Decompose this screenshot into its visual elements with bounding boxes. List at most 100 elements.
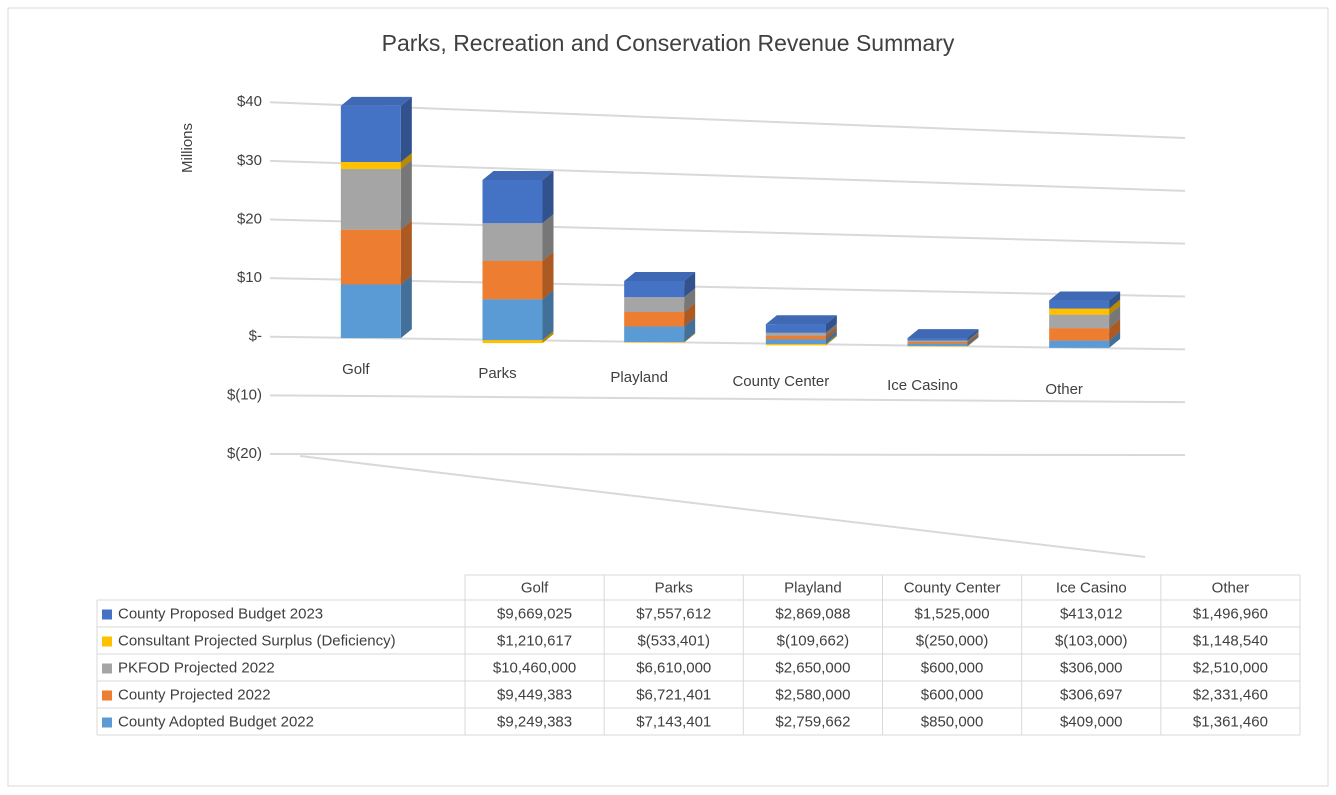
table-header: Golf	[521, 579, 549, 596]
bar-side	[825, 330, 837, 344]
bar	[624, 326, 685, 343]
bar	[482, 180, 543, 224]
bar-side	[542, 331, 554, 344]
y-tick-label: $30	[237, 152, 262, 169]
table-header: Ice Casino	[1056, 579, 1127, 596]
bar-side	[1109, 299, 1121, 315]
bar-side	[967, 336, 979, 347]
chart-title: Parks, Recreation and Conservation Reven…	[382, 30, 955, 56]
bar-side	[825, 326, 837, 340]
table-cell: $1,525,000	[915, 605, 990, 622]
bar	[765, 339, 826, 344]
table-cell: $306,000	[1060, 659, 1123, 676]
table-cell: $(109,662)	[777, 632, 850, 649]
bar-side	[1109, 331, 1121, 348]
legend-label: Consultant Projected Surplus (Deficiency…	[118, 632, 396, 649]
legend-label: County Projected 2022	[118, 686, 271, 703]
table-cell: $2,759,662	[775, 713, 850, 730]
table-cell: $9,249,383	[497, 713, 572, 730]
y-tick-label: $(10)	[227, 386, 262, 403]
bar-side	[967, 329, 979, 341]
y-tick-label: $-	[249, 328, 262, 345]
bar-side	[825, 323, 837, 336]
bar-side	[967, 334, 979, 346]
bar	[907, 338, 968, 341]
bar-side	[684, 317, 696, 343]
chart-frame	[7, 7, 1329, 787]
table-cell: $1,361,460	[1193, 713, 1268, 730]
bar-side	[542, 290, 554, 341]
bar-side	[967, 331, 979, 343]
table-cell: $6,721,401	[636, 686, 711, 703]
bar	[482, 223, 543, 261]
x-tick-label: Ice Casino	[887, 377, 958, 394]
table-cell: $2,650,000	[775, 659, 850, 676]
table-cell: $(533,401)	[637, 632, 710, 649]
bar-top	[765, 315, 837, 325]
grid-line	[269, 335, 1186, 351]
table-cell: $(103,000)	[1055, 632, 1128, 649]
table-header: Other	[1212, 579, 1250, 596]
bar	[765, 332, 826, 336]
bar	[1049, 314, 1110, 329]
bar-side	[684, 271, 696, 298]
bar-side	[542, 171, 554, 224]
table-cell: $2,510,000	[1193, 659, 1268, 676]
x-tick-label: Parks	[478, 365, 516, 382]
table-cell: $600,000	[921, 686, 984, 703]
bar	[340, 105, 401, 163]
table-cell: $2,869,088	[775, 605, 850, 622]
bar-side	[400, 275, 412, 339]
table-cell: $850,000	[921, 713, 984, 730]
table-cell: $600,000	[921, 659, 984, 676]
bar	[624, 280, 685, 298]
bar-top	[1049, 291, 1121, 301]
bar-side	[1109, 305, 1121, 329]
bar	[624, 297, 685, 313]
bar-side	[400, 96, 412, 163]
table-cell: $409,000	[1060, 713, 1123, 730]
legend-swatch	[102, 609, 112, 620]
bar	[907, 342, 968, 344]
bar	[1049, 308, 1110, 315]
bar	[1049, 340, 1110, 348]
bar-side	[967, 333, 979, 344]
y-tick-label: $10	[237, 269, 262, 286]
bar	[624, 312, 685, 327]
grid-line	[269, 101, 1186, 139]
floor-edge	[299, 455, 1146, 558]
bar	[765, 335, 826, 340]
table-cell: $(250,000)	[916, 632, 989, 649]
table-cell: $9,449,383	[497, 686, 572, 703]
y-tick-label: $40	[237, 93, 262, 110]
bar-side	[825, 334, 837, 346]
bar-side	[400, 220, 412, 285]
bar-top	[624, 271, 696, 281]
bar-side	[684, 303, 696, 327]
legend-swatch	[102, 690, 112, 701]
bar-side	[400, 153, 412, 170]
legend-label: PKFOD Projected 2022	[118, 659, 275, 676]
bar	[340, 229, 401, 285]
table-cell: $1,210,617	[497, 632, 572, 649]
bar	[340, 162, 401, 170]
table-cell: $10,460,000	[493, 659, 576, 676]
bar	[340, 284, 401, 339]
grid-line	[269, 159, 1186, 192]
table-header: County Center	[904, 579, 1001, 596]
bar-side	[825, 315, 837, 333]
y-tick-label: $20	[237, 210, 262, 227]
bar-side	[684, 288, 696, 313]
legend-label: County Adopted Budget 2022	[118, 713, 314, 730]
x-tick-label: Other	[1045, 381, 1083, 398]
bar	[1049, 300, 1110, 309]
table-header: Parks	[655, 579, 693, 596]
bar	[907, 343, 968, 346]
bar	[482, 340, 543, 344]
bar-top	[482, 171, 554, 181]
x-tick-label: County Center	[732, 373, 829, 390]
x-tick-label: Golf	[342, 361, 370, 378]
x-tick-label: Playland	[610, 369, 668, 386]
y-tick-label: $(20)	[227, 445, 262, 462]
